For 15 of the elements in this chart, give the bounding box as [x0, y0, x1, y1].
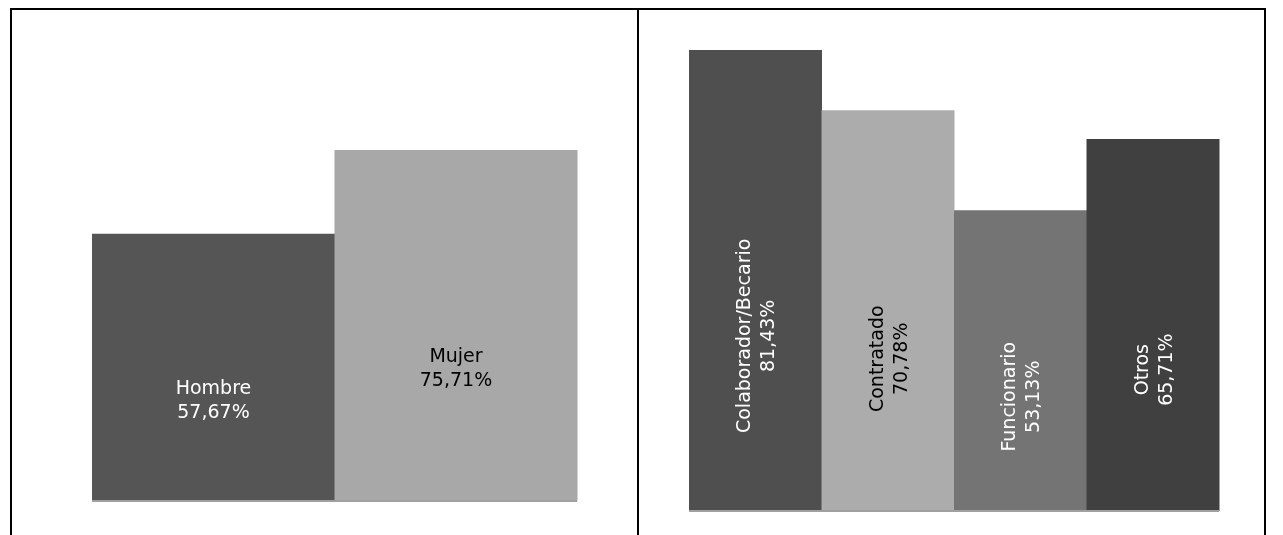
category-label: Contratado	[864, 305, 887, 413]
category-label: Otros	[1129, 343, 1152, 396]
bar	[689, 50, 822, 511]
data-label: 75,71%	[419, 368, 493, 391]
category-label: Funcionario	[997, 341, 1020, 452]
x-tick-label: Hombre	[175, 376, 252, 399]
data-label: 70,78%	[888, 322, 911, 395]
bar	[1086, 139, 1220, 511]
data-label: 81,43%	[756, 299, 779, 373]
data-label: 57,67%	[177, 399, 250, 422]
data-label: 65,71%	[1153, 333, 1176, 406]
data-label: 53,13%	[1021, 360, 1044, 433]
x-tick-label: Mujer	[429, 344, 483, 367]
category-label: Colaborador/Becario	[732, 238, 755, 434]
bar	[954, 210, 1087, 511]
